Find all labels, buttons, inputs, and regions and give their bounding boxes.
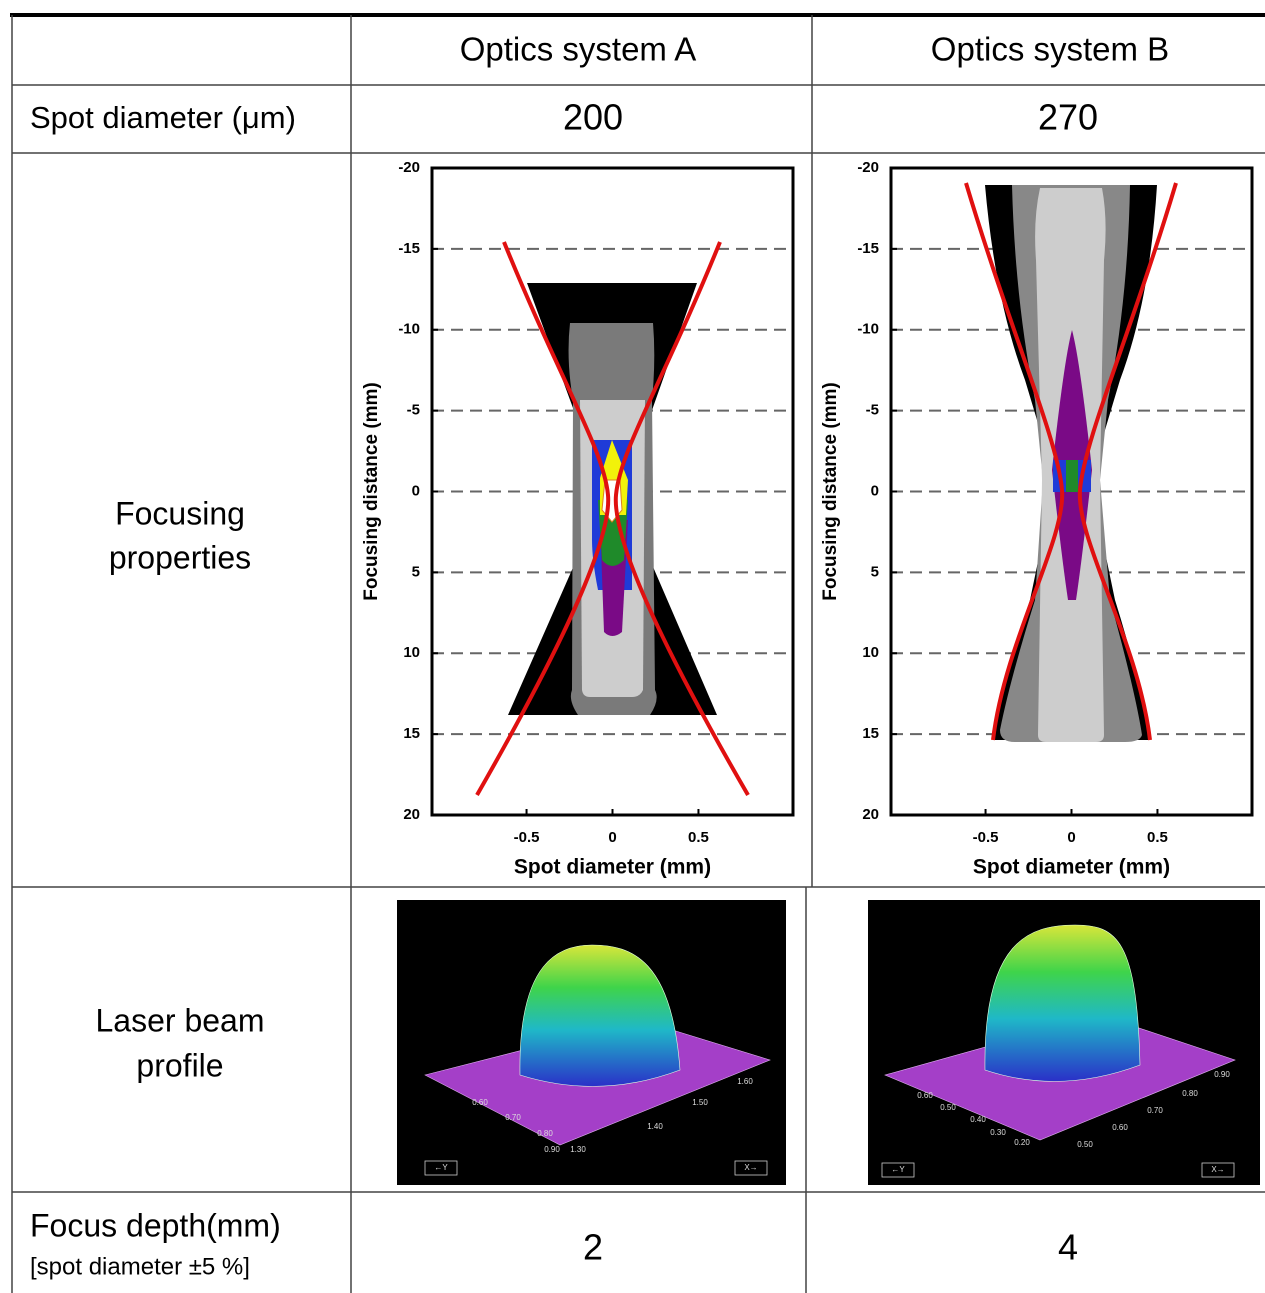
profile-axis-label: 0.70 <box>1147 1106 1163 1115</box>
profile-axis-label: 1.40 <box>647 1122 663 1131</box>
y-tick-label: -10 <box>857 321 879 338</box>
y-tick-label: 0 <box>412 482 420 499</box>
y-tick-label: 5 <box>871 563 879 580</box>
x-tick-label: 0.5 <box>688 829 709 846</box>
row-label: properties <box>109 539 251 575</box>
profile-axis-label: 0.60 <box>917 1091 933 1100</box>
profile-axis-label: 1.50 <box>692 1098 708 1107</box>
y-tick-label: 20 <box>862 806 879 823</box>
x-axis-label: Spot diameter (mm) <box>973 856 1170 879</box>
profile-axis-name: ←Y <box>434 1163 448 1172</box>
y-tick-label: -10 <box>398 321 420 338</box>
beam-profile-image <box>868 900 1260 1185</box>
y-axis-label: Focusing distance (mm) <box>361 382 382 601</box>
y-tick-label: 15 <box>403 725 420 742</box>
y-axis-label: Focusing distance (mm) <box>820 382 841 601</box>
profile-axis-label: 1.60 <box>737 1077 753 1086</box>
y-tick-label: -15 <box>857 240 879 257</box>
y-tick-label: -5 <box>407 402 420 419</box>
profile-axis-name: X→ <box>1211 1165 1224 1174</box>
row-label: Focus depth(mm) <box>30 1207 281 1243</box>
profile-axis-label: 0.40 <box>970 1115 986 1124</box>
row-sublabel: [spot diameter ±5 %] <box>30 1253 250 1280</box>
y-tick-label: 10 <box>862 644 879 661</box>
row-label: profile <box>136 1047 223 1083</box>
x-axis-label: Spot diameter (mm) <box>514 856 711 879</box>
x-tick-label: 0 <box>1067 829 1075 846</box>
y-tick-label: -20 <box>398 159 420 176</box>
column-header: Optics system A <box>460 31 697 68</box>
profile-axis-label: 0.60 <box>1112 1123 1128 1132</box>
y-tick-label: -5 <box>866 402 879 419</box>
cell-value: 270 <box>1038 97 1098 138</box>
profile-axis-label: 0.70 <box>505 1113 521 1122</box>
cell-value: 2 <box>583 1227 603 1268</box>
profile-axis-label: 0.80 <box>537 1129 553 1138</box>
row-label: Laser beam <box>96 1002 265 1038</box>
cell-value: 200 <box>563 97 623 138</box>
profile-axis-label: 1.30 <box>570 1145 586 1154</box>
beam-contour <box>966 183 1176 742</box>
column-header: Optics system B <box>931 31 1169 68</box>
x-tick-label: -0.5 <box>973 829 999 846</box>
profile-axis-label: 0.50 <box>1077 1140 1093 1149</box>
row-label: Focusing <box>115 495 245 531</box>
profile-axis-label: 0.90 <box>544 1145 560 1154</box>
profile-axis-label: 0.80 <box>1182 1089 1198 1098</box>
row-label: Spot diameter (μm) <box>30 100 296 135</box>
y-tick-label: 20 <box>403 806 420 823</box>
profile-axis-name: X→ <box>744 1163 757 1172</box>
beam-profile-image <box>397 900 786 1185</box>
profile-axis-label: 0.90 <box>1214 1070 1230 1079</box>
y-tick-label: 10 <box>403 644 420 661</box>
page: Optics system A Optics system B Spot dia… <box>0 0 1265 1293</box>
profile-axis-label: 0.20 <box>1014 1138 1030 1147</box>
x-tick-label: 0 <box>608 829 616 846</box>
y-tick-label: -20 <box>857 159 879 176</box>
beam-contour <box>477 242 748 795</box>
profile-axis-label: 0.50 <box>940 1103 956 1112</box>
profile-axis-label: 0.60 <box>472 1098 488 1107</box>
y-tick-label: 0 <box>871 482 879 499</box>
profile-axis-name: ←Y <box>891 1165 905 1174</box>
y-tick-label: -15 <box>398 240 420 257</box>
x-tick-label: -0.5 <box>514 829 540 846</box>
profile-axis-label: 0.30 <box>990 1128 1006 1137</box>
y-tick-label: 15 <box>862 725 879 742</box>
y-tick-label: 5 <box>412 563 420 580</box>
x-tick-label: 0.5 <box>1147 829 1168 846</box>
cell-value: 4 <box>1058 1227 1078 1268</box>
